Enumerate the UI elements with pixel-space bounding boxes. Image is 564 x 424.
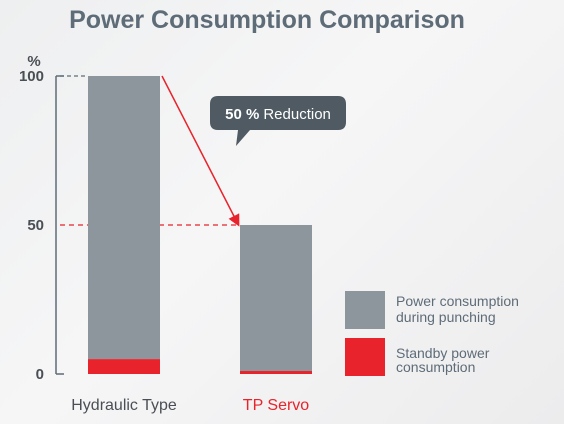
y-axis-unit: % xyxy=(27,53,40,70)
chart-title: Power Consumption Comparison xyxy=(69,6,465,34)
legend-swatch-punching xyxy=(345,291,385,329)
bar-standby-0 xyxy=(88,359,160,374)
bar-punching-0 xyxy=(88,76,160,360)
y-tick-label-0: 0 xyxy=(36,366,44,383)
callout-label: 50 % Reduction xyxy=(225,106,331,123)
bar-standby-1 xyxy=(240,371,312,374)
reduction-arrow xyxy=(161,75,240,227)
callout-bold: 50 % xyxy=(225,106,259,123)
legend-label-punching-line2: during punching xyxy=(396,309,496,325)
legend-label-standby-line1: Standby power xyxy=(396,345,490,361)
y-tick-label-100: 100 xyxy=(19,68,44,85)
legend-label-standby-line2: consumption xyxy=(396,359,475,375)
reduction-callout: 50 % Reduction xyxy=(210,96,346,146)
callout-bubble xyxy=(210,96,346,146)
y-tick-label-50: 50 xyxy=(27,217,44,234)
bar-punching-1 xyxy=(240,225,312,372)
callout-text: Reduction xyxy=(263,106,331,123)
category-label-0: Hydraulic Type xyxy=(71,397,177,414)
legend-label-punching-line1: Power consumption xyxy=(396,293,519,309)
legend-swatch-standby xyxy=(345,338,385,376)
legend: Power consumption during punching Standb… xyxy=(345,291,519,376)
category-label-1: TP Servo xyxy=(243,397,310,414)
